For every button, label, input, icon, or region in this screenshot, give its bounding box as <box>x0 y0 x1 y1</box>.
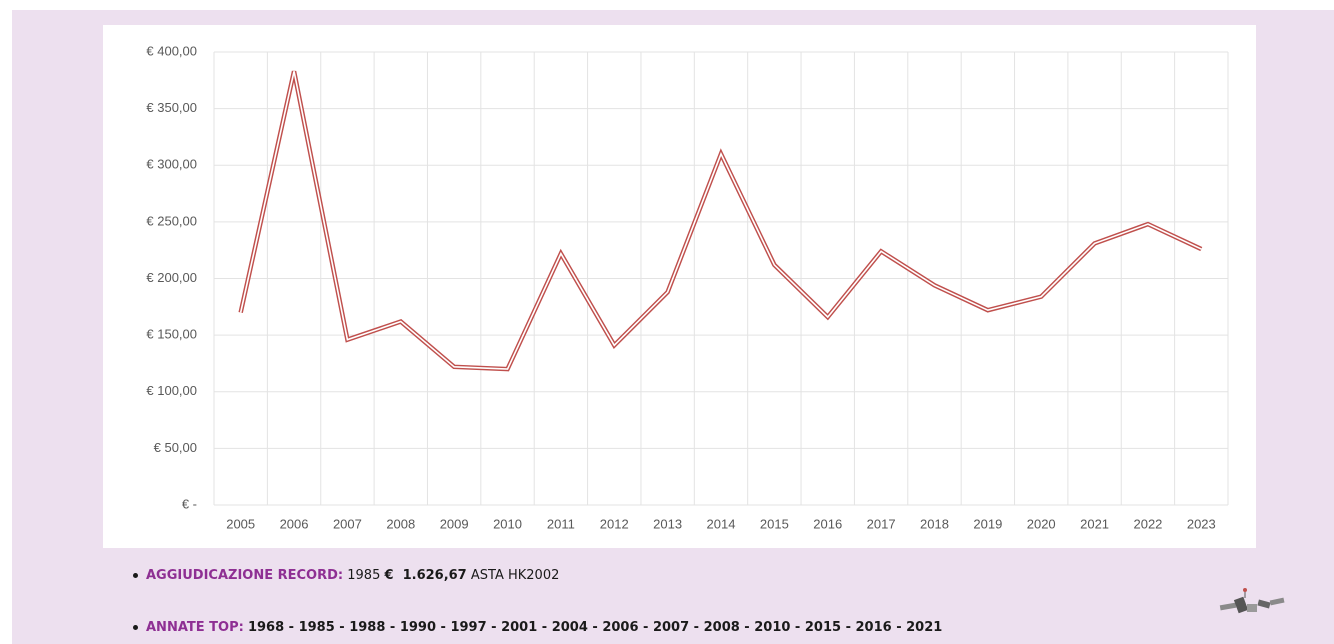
x-tick-label: 2011 <box>547 516 575 531</box>
chart: € - € 50,00 € 100,00 € 150,00 € 200,00 € 250,… <box>146 43 1229 531</box>
x-tick-label: 2005 <box>226 516 255 531</box>
chart-card: € - € 50,00 € 100,00 € 150,00 € 200,00 € 250,… <box>103 25 1256 548</box>
top-years: 1968 - 1985 - 1988 - 1990 - 1997 - 2001 … <box>247 620 943 635</box>
x-tick-label: 2018 <box>920 516 949 531</box>
x-tick-label: 2007 <box>333 516 362 531</box>
record-note: ASTA HK2002 <box>470 568 560 583</box>
x-tick-label: 2017 <box>867 516 896 531</box>
y-tick-label: € 400,00 <box>146 43 197 58</box>
x-tick-label: 2019 <box>973 516 1002 531</box>
y-tick-label: € 200,00 <box>146 270 197 285</box>
line-series <box>238 70 1203 372</box>
x-tick-label: 2012 <box>600 516 629 531</box>
logo-icon <box>1219 588 1285 614</box>
x-tick-label: 2022 <box>1133 516 1162 531</box>
x-tick-label: 2016 <box>813 516 842 531</box>
x-tick-label: 2015 <box>760 516 789 531</box>
x-tick-label: 2014 <box>707 516 736 531</box>
y-tick-label: € 250,00 <box>146 213 197 228</box>
x-tick-label: 2023 <box>1187 516 1216 531</box>
y-tick-label: € - <box>182 496 197 511</box>
x-tick-label: 2009 <box>440 516 469 531</box>
x-tick-label: 2021 <box>1080 516 1109 531</box>
record-year: 1985 <box>347 568 381 583</box>
y-tick-label: € 350,00 <box>146 100 197 115</box>
x-tick-label: 2010 <box>493 516 522 531</box>
bullet-key: AGGIUDICAZIONE RECORD: <box>146 568 344 583</box>
x-tick-label: 2006 <box>280 516 309 531</box>
y-tick-label: € 300,00 <box>146 157 197 172</box>
bullet-record: AGGIUDICAZIONE RECORD: 1985 € 1.626,67 A… <box>133 568 559 583</box>
bullet-top-years: ANNATE TOP: 1968 - 1985 - 1988 - 1990 - … <box>133 620 942 635</box>
y-tick-label: € 50,00 <box>154 440 197 455</box>
record-amount: € 1.626,67 <box>384 568 467 583</box>
line-series-inner <box>239 71 1202 370</box>
bullet-key: ANNATE TOP: <box>146 620 244 635</box>
x-tick-label: 2008 <box>386 516 415 531</box>
y-tick-label: € 150,00 <box>146 327 197 342</box>
x-tick-label: 2013 <box>653 516 682 531</box>
x-tick-label: 2020 <box>1027 516 1056 531</box>
y-tick-label: € 100,00 <box>146 383 197 398</box>
